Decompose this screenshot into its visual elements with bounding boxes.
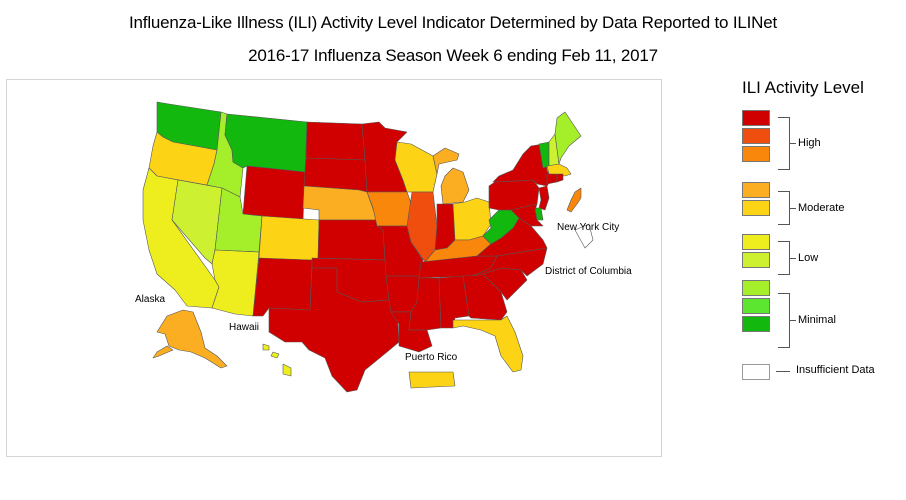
legend-swatch-level-5 — [742, 234, 770, 250]
legend-bracket-low — [778, 241, 790, 275]
state-puerto-rico — [408, 371, 456, 389]
chart-title: Influenza-Like Illness (ILI) Activity Le… — [129, 13, 777, 32]
legend-swatch-level-10 — [742, 110, 770, 126]
legend-tick-low — [790, 258, 796, 259]
legend-swatch-level-7 — [742, 182, 770, 198]
state-connecticut — [546, 173, 558, 185]
state-arizona — [211, 249, 260, 317]
legend-swatch-level-4 — [742, 252, 770, 268]
label-nyc: New York City — [557, 222, 619, 233]
legend-label-moderate: Moderate — [798, 202, 845, 214]
state-kansas — [317, 219, 386, 261]
state-new-york — [492, 143, 552, 187]
legend-swatch-level-2 — [742, 298, 770, 314]
legend-bracket-moderate — [778, 191, 790, 225]
label-alaska: Alaska — [135, 294, 165, 305]
map-frame: Alaska Hawaii Puerto Rico New York City … — [6, 79, 662, 457]
state-montana — [224, 113, 308, 173]
legend-swatch-level-1 — [742, 316, 770, 332]
label-hawaii: Hawaii — [229, 322, 259, 333]
state-rhode-island — [556, 173, 564, 183]
state-new-jersey — [538, 185, 550, 211]
legend-swatch-level-8 — [742, 146, 770, 162]
state-michigan — [432, 147, 470, 205]
legend-tick-high — [790, 143, 796, 144]
legend-label-minimal: Minimal — [798, 314, 836, 326]
legend-tick-insufficient — [776, 371, 790, 372]
label-dc: District of Columbia — [545, 266, 632, 277]
state-district-of-columbia — [574, 223, 594, 249]
state-alaska-peninsula — [152, 345, 174, 359]
state-hawaii — [262, 343, 292, 377]
legend-bracket-high — [778, 117, 790, 170]
legend-swatch-level-3 — [742, 280, 770, 296]
state-north-carolina — [472, 247, 548, 277]
legend-swatch-level-6 — [742, 200, 770, 216]
legend-title: ILI Activity Level — [742, 78, 864, 97]
state-new-mexico — [252, 257, 313, 317]
legend-label-low: Low — [798, 252, 819, 264]
us-ili-map: Alaska Hawaii Puerto Rico New York City … — [135, 101, 632, 393]
chart-subtitle: 2016-17 Influenza Season Week 6 ending F… — [248, 46, 658, 65]
legend-swatch-level-0 — [742, 364, 770, 380]
state-new-york-city — [566, 187, 582, 213]
state-wyoming — [242, 165, 306, 221]
legend-label-insufficient: Insufficient Data — [796, 364, 875, 376]
state-texas — [268, 267, 400, 393]
state-florida — [452, 315, 524, 373]
state-alaska — [156, 309, 228, 369]
state-maryland — [510, 203, 544, 227]
legend-tick-moderate — [790, 208, 796, 209]
legend-tick-minimal — [790, 320, 796, 321]
legend-label-high: High — [798, 137, 821, 149]
legend-swatch-level-9 — [742, 128, 770, 144]
label-puerto-rico: Puerto Rico — [405, 352, 458, 363]
state-north-dakota — [305, 121, 366, 161]
state-maine — [554, 111, 582, 165]
state-colorado — [258, 215, 320, 263]
legend-bracket-minimal — [778, 293, 790, 348]
